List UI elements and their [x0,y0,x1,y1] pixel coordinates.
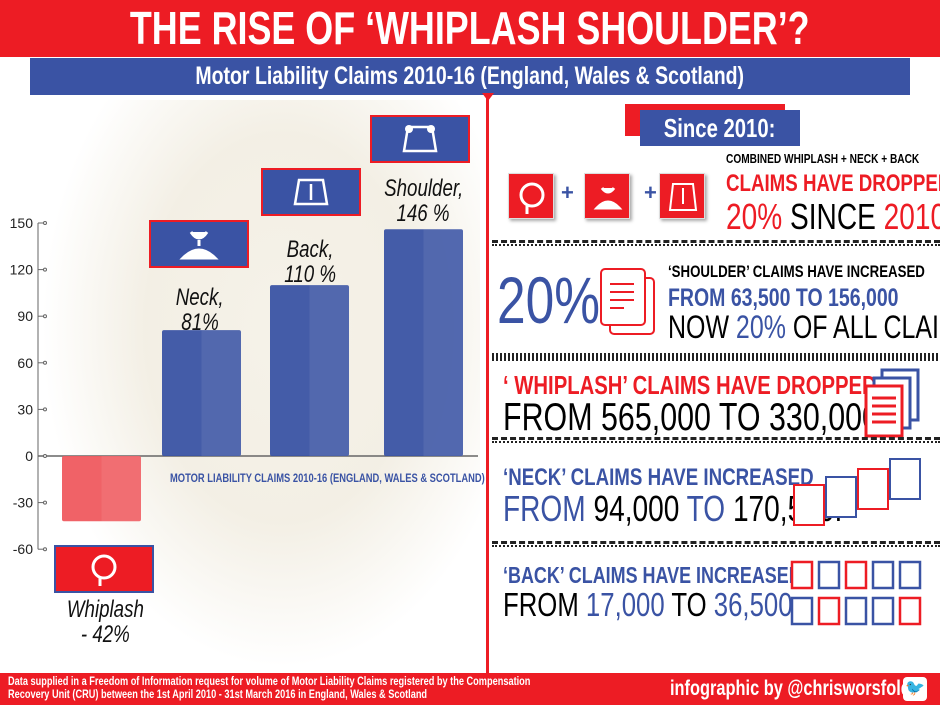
document-icon [600,268,655,335]
back-icon [659,173,705,219]
whiplash-heading: ‘ WHIPLASH’ CLAIMS HAVE DROPPED [503,370,877,400]
claim-form-icon [844,560,868,590]
bar-neck [162,330,241,456]
neck-heading: ‘NECK’ CLAIMS HAVE INCREASED [503,464,814,491]
separator [492,541,940,547]
x-axis-label: MOTOR LIABILITY CLAIMS 2010-16 (ENGLAND,… [170,471,485,485]
page-subtitle: Motor Liability Claims 2010-16 (England,… [195,62,745,90]
separator [492,437,940,443]
y-tick-dot [43,500,47,505]
separator [492,353,940,361]
source-note: Data supplied in a Freedom of Informatio… [8,676,531,701]
y-tick-dot [43,547,47,552]
footer: Data supplied in a Freedom of Informatio… [0,673,940,705]
claim-form-icon [790,596,814,626]
bar-shade [423,229,463,456]
since-badge: Since 2010: [640,110,800,146]
shoulder-label: Shoulder, 146 % [384,175,464,227]
shoulder-callout [370,115,470,163]
combined-dropped: CLAIMS HAVE DROPPED [726,170,940,197]
divider-line [486,95,489,675]
y-tick-label: 150 [10,215,34,231]
forms-icon [793,458,921,526]
claim-forms-icon [790,560,922,626]
y-tick-label: 90 [17,308,33,324]
y-tick-dot [43,314,47,319]
y-tick-label: 30 [17,401,33,417]
y-tick-dot [43,221,47,225]
combined-stat: 20% SINCE 2010. [726,196,940,237]
plus-sign: + [644,180,657,205]
claim-form-icon [844,596,868,626]
neck-callout [149,220,249,268]
bar-shade [201,330,241,456]
twitter-icon[interactable]: 🐦 [903,677,927,701]
y-tick-label: 120 [10,262,34,278]
back-range: FROM 17,000 TO 36,500. [503,586,800,623]
y-tick-dot [43,407,47,412]
y-tick-dot [43,360,47,365]
shoulder-range: FROM 63,500 TO 156,000 [668,284,899,312]
page-title: THE RISE OF ‘WHIPLASH SHOULDER’? [130,2,810,54]
bar-shoulder [384,229,463,456]
y-tick-label: -30 [13,495,33,511]
back-icon [293,178,329,206]
back-callout [261,168,361,216]
y-tick-label: 0 [25,448,33,464]
combined-heading: COMBINED WHIPLASH + NECK + BACK [726,151,920,166]
y-tick-dot [43,267,47,272]
shoulder-heading: ‘SHOULDER’ CLAIMS HAVE INCREASED [668,262,925,281]
whiplash-callout [54,545,154,593]
plus-sign: + [561,180,574,205]
documents-icon [864,368,920,438]
bar-chart: 150 120 90 60 30 0 -30 -60 [10,215,478,557]
head-icon [508,173,554,219]
title-bar: THE RISE OF ‘WHIPLASH SHOULDER’? [0,0,940,57]
claim-form-icon [817,596,841,626]
shoulder-icon [402,125,438,153]
bar-shade [309,285,349,456]
bar-shade [101,456,141,522]
claim-form-icon [790,560,814,590]
claim-form-icon [898,596,922,626]
y-tick-label: -60 [13,541,33,557]
separator [492,240,940,246]
neck-icon [584,173,630,219]
shoulder-share: NOW 20% OF ALL CLAIMS. [668,309,940,345]
head-icon [91,554,117,586]
y-tick-label: 60 [17,355,33,371]
divider-arrow [482,93,494,101]
back-label: Back, 110 % [284,236,336,288]
back-heading: ‘BACK’ CLAIMS HAVE INCREASED [503,562,802,588]
neck-icon [179,231,219,260]
claim-form-icon [871,560,895,590]
credit[interactable]: infographic by @chrisworsfold1 [670,677,920,700]
claim-form-icon [871,596,895,626]
neck-label: Neck, 81% [176,284,224,336]
whiplash-label: Whiplash - 42% [66,596,144,648]
whiplash-range: FROM 565,000 TO 330,000. [503,396,888,439]
bar-back [270,285,349,456]
y-tick-dot [43,454,47,458]
claim-form-icon [898,560,922,590]
shoulder-big-pct: 20% [497,263,601,337]
claim-form-icon [817,560,841,590]
subtitle-bar: Motor Liability Claims 2010-16 (England,… [30,58,910,95]
bar-whiplash [62,456,141,522]
